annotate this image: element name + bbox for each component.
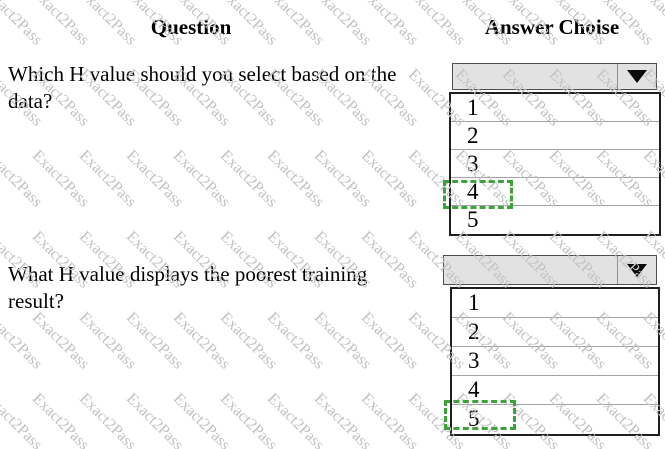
option-item[interactable]: 1 <box>451 94 659 122</box>
watermark-text: Exact2Pass <box>122 390 187 449</box>
option-item[interactable]: 1 <box>452 289 658 318</box>
watermark-text: Exact2Pass <box>28 309 93 373</box>
watermark-text: Exact2Pass <box>75 147 140 211</box>
option-item[interactable]: 3 <box>452 347 658 376</box>
option-item[interactable]: 2 <box>452 318 658 347</box>
option-item[interactable]: 5 <box>467 207 479 232</box>
watermark-text: Exact2Pass <box>263 390 328 449</box>
watermark-text: Exact2Pass <box>357 309 422 373</box>
option-item[interactable]: 2 <box>451 122 659 150</box>
caret-down-icon <box>627 70 647 83</box>
watermark-text: Exact2Pass <box>28 147 93 211</box>
question-2-text: What H value displays the poorest traini… <box>8 262 368 313</box>
watermark-text: Exact2Pass <box>357 147 422 211</box>
watermark-text: Exact2Pass <box>122 309 187 373</box>
watermark-text: Exact2Pass <box>122 147 187 211</box>
correct-answer-highlight-1 <box>443 180 513 209</box>
watermark-text: Exact2Pass <box>169 147 234 211</box>
watermark-text: Exact2Pass <box>263 309 328 373</box>
correct-answer-highlight-2 <box>444 400 516 430</box>
watermark-text: Exact2Pass <box>0 147 46 211</box>
question-1-text: Which H value should you select based on… <box>8 62 397 113</box>
watermark-text: Exact2Pass <box>216 309 281 373</box>
watermark-text: Exact2Pass <box>357 390 422 449</box>
answer-column-header: Answer Choise <box>484 15 620 39</box>
watermark-text: Exact2Pass <box>310 390 375 449</box>
answer-dropdown-1[interactable] <box>452 63 657 90</box>
watermark-text: Exact2Pass <box>75 390 140 449</box>
question-column-header: Question <box>150 15 232 39</box>
option-item[interactable]: 4 <box>452 376 658 405</box>
watermark-text: Exact2Pass <box>169 309 234 373</box>
dropdown-arrow-button-1[interactable] <box>617 64 656 89</box>
watermark-text: Exact2Pass <box>0 390 46 449</box>
watermark-text: Exact2Pass <box>263 147 328 211</box>
watermark-text: Exact2Pass <box>310 147 375 211</box>
watermark-text: Exact2Pass <box>28 390 93 449</box>
watermark-text: Exact2Pass <box>216 147 281 211</box>
option-item[interactable]: 3 <box>451 150 659 178</box>
watermark-text: Exact2Pass <box>75 309 140 373</box>
option-item[interactable]: 5 <box>468 406 480 431</box>
watermark-text: Exact2Pass <box>310 309 375 373</box>
answer-dropdown-2[interactable] <box>443 255 657 285</box>
watermark-text: Exact2Pass <box>169 390 234 449</box>
watermark-text: Exact2Pass <box>216 390 281 449</box>
watermark-text: Exact2Pass <box>0 309 46 373</box>
caret-down-icon <box>627 263 647 277</box>
dropdown-arrow-button-2[interactable] <box>617 256 656 284</box>
option-item[interactable]: 4 <box>451 178 659 206</box>
